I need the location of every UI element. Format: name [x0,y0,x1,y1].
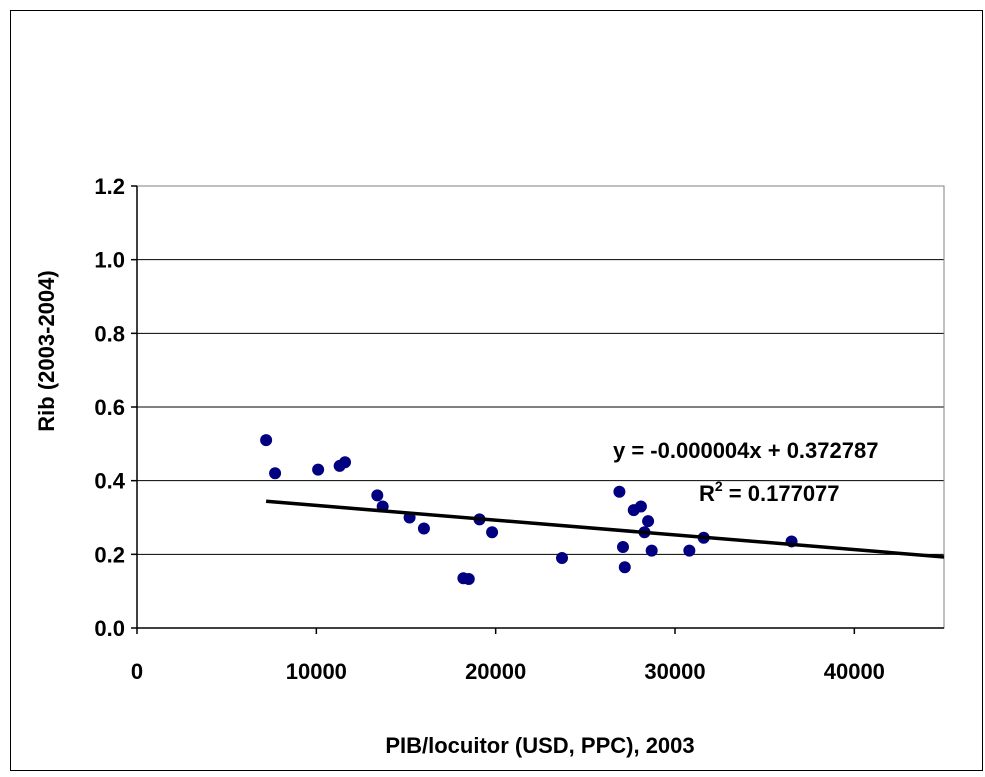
y-tick-label: 0.8 [94,321,125,346]
data-point [339,456,352,469]
r2-label: R [699,481,715,506]
x-axis-label: PIB/locuitor (USD, PPC), 2003 [385,733,694,758]
trendline-equation: y = -0.000004x + 0.372787 [613,438,878,463]
data-point [634,500,647,513]
data-point [616,540,629,553]
x-tick-label: 10000 [286,659,347,684]
data-point [417,522,430,535]
y-tick-label: 1.0 [94,248,125,273]
x-tick-label: 0 [131,659,143,684]
scatter-chart: 0.0 0.2 0.4 0.6 0.8 1.0 1.2 0 10000 20000 30000 40… [34,174,945,758]
y-tick-labels: 0.0 0.2 0.4 0.6 0.8 1.0 1.2 [94,174,125,641]
y-axis-label: Rib (2003-2004) [34,270,59,431]
data-point [486,526,499,539]
data-point [645,544,658,557]
data-point [618,561,631,574]
data-point [642,515,655,528]
x-tick-labels: 0 10000 20000 30000 40000 [131,659,885,684]
data-point [371,489,384,502]
trendline [265,499,945,559]
data-point [312,463,325,476]
chart-frame: 0.0 0.2 0.4 0.6 0.8 1.0 1.2 0 10000 20000 30000 40… [10,10,983,771]
y-tick-label: 0.4 [94,469,125,494]
data-point [269,467,282,480]
data-point [462,573,475,586]
data-point [613,485,626,498]
y-tick-label: 1.2 [94,174,125,199]
data-point [260,434,273,447]
x-tick-label: 20000 [465,659,526,684]
trendline-path [265,499,945,559]
y-tick-label: 0.6 [94,395,125,420]
x-tick-label: 40000 [824,659,885,684]
y-tick-label: 0.2 [94,542,125,567]
axes [131,185,944,634]
trendline-r-squared: R2 = 0.177077 [699,478,840,506]
data-point [683,544,696,557]
data-points [260,434,798,586]
x-tick-label: 30000 [644,659,705,684]
y-tick-label: 0.0 [94,616,125,641]
r2-superscript: 2 [715,478,723,494]
r2-value: = 0.177077 [723,481,840,506]
data-point [556,552,569,565]
